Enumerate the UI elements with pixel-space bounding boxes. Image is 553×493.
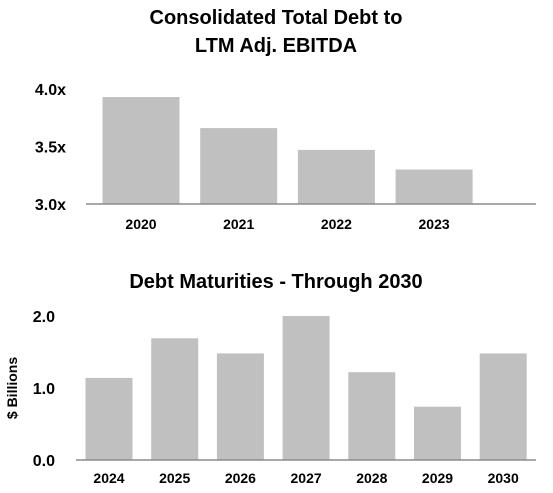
chart-2-x-tick-label: 2029 — [422, 470, 453, 486]
chart-2-x-tick-label: 2025 — [159, 470, 190, 486]
chart-2-x-tick-label: 2026 — [225, 470, 256, 486]
chart-2-bar-2026 — [216, 353, 264, 460]
chart-1-y-tick-label: 4.0x — [35, 82, 66, 99]
chart-1-x-tick-label: 2023 — [419, 216, 450, 232]
chart-2-y-tick-label: 0.0 — [33, 453, 55, 470]
chart-2-x-tick-label: 2027 — [291, 470, 322, 486]
chart-2-x-tick-label: 2024 — [93, 470, 124, 486]
chart-2-x-tick-label: 2030 — [488, 470, 519, 486]
chart-2-y-axis-label: $ Billions — [4, 357, 20, 419]
chart-2-y-tick-label: 1.0 — [33, 381, 55, 398]
chart-2-bar-2028 — [348, 372, 396, 460]
chart-1-bar-2020 — [102, 97, 180, 204]
chart-2-title-line-1: Debt Maturities - Through 2030 — [129, 271, 422, 293]
chart-1-x-tick-label: 2022 — [321, 216, 352, 232]
chart-2-x-tick-label: 2028 — [356, 470, 387, 486]
chart-2-bar-2030 — [479, 353, 527, 460]
chart-1-y-tick-label: 3.0x — [35, 197, 66, 214]
chart-1-title-line-1: Consolidated Total Debt to — [150, 7, 403, 29]
chart-1-bar-2021 — [200, 128, 278, 204]
chart-1-bar-2022 — [297, 149, 375, 204]
chart-2-bar-2029 — [414, 406, 461, 460]
chart-2-bar-2025 — [151, 338, 199, 460]
chart-1-x-tick-label: 2020 — [125, 216, 156, 232]
chart-2-bar-2027 — [282, 316, 330, 460]
chart-2-y-tick-label: 2.0 — [33, 309, 55, 326]
chart-1-bar-2023 — [395, 169, 473, 204]
chart-1-title-line-2: LTM Adj. EBITDA — [195, 35, 357, 57]
chart-2-bar-2024 — [85, 377, 133, 460]
chart-1-x-tick-label: 2021 — [223, 216, 254, 232]
chart-1-y-tick-label: 3.5x — [35, 140, 66, 157]
